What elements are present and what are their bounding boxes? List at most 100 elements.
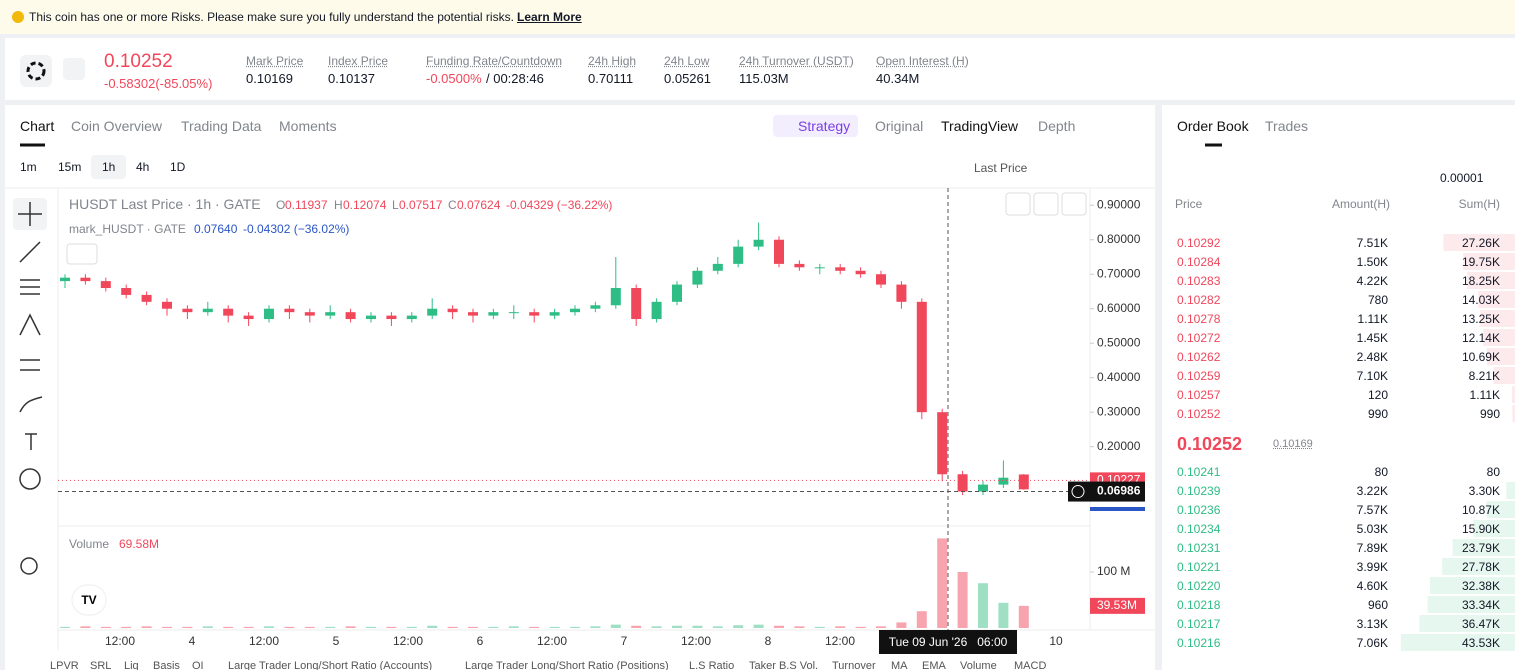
price-change: -0.58302(-85.05%) (104, 76, 213, 91)
indicator-tab[interactable]: LPVR (50, 660, 79, 670)
candle-body (978, 484, 988, 492)
indicator-tab[interactable]: EMA (922, 660, 946, 670)
indicator-tab[interactable]: Taker B.S Vol. (749, 660, 819, 670)
book-amount: 4.60K (1356, 579, 1388, 593)
favorite-button[interactable] (63, 58, 85, 80)
book-price: 0.10241 (1177, 465, 1221, 479)
view-tab[interactable]: TradingView (941, 118, 1019, 134)
volume-bar (774, 625, 784, 628)
indicator-tab[interactable]: Large Trader Long/Short Ratio (Accounts) (228, 660, 433, 670)
candle-body (651, 301, 662, 320)
book-sum: 27.78K (1461, 560, 1500, 574)
depth-bar (1483, 329, 1515, 346)
chart-legend-title: HUSDT Last Price · 1h · GATE (69, 196, 261, 212)
indicator-tab[interactable]: OI (192, 660, 204, 670)
volume-bar (80, 626, 91, 628)
tool-emoji[interactable] (19, 468, 41, 490)
volume-bar (162, 626, 172, 628)
indicator-tab[interactable]: MACD (1014, 660, 1047, 670)
indicator-tab[interactable]: L.S Ratio (689, 660, 735, 670)
view-tab[interactable]: Original (875, 118, 924, 134)
volume-bar (876, 626, 886, 628)
coin-logo (20, 55, 52, 87)
book-price: 0.10284 (1177, 255, 1221, 269)
view-tab[interactable]: Depth (1038, 118, 1076, 134)
book-tab[interactable]: Order Book (1177, 118, 1249, 134)
interval[interactable]: 4h (136, 160, 150, 174)
interval[interactable]: 15m (58, 160, 82, 174)
chart-tab[interactable]: Chart (20, 118, 55, 134)
indicator-tab[interactable]: Large Trader Long/Short Ratio (Positions… (465, 660, 669, 670)
candle-body (590, 305, 601, 309)
candle-body (121, 288, 132, 295)
x-tick-label: 12:00 (105, 634, 135, 648)
x-tick-label: 10 (1049, 634, 1063, 648)
book-amount: 2.48K (1356, 350, 1388, 364)
book-precision[interactable]: 0.00001 (1440, 171, 1484, 185)
chart-tab[interactable]: Moments (279, 118, 337, 134)
chart-button[interactable] (1033, 192, 1059, 216)
candle-body (712, 263, 723, 271)
stat-value: 0.05261 (664, 71, 711, 86)
candle-body (202, 308, 213, 313)
x-tick-label: 12:00 (249, 634, 279, 648)
chart-tab[interactable]: Coin Overview (71, 118, 163, 134)
x-tick-label: 4 (189, 634, 196, 648)
volume-bar (406, 626, 417, 628)
book-price: 0.10252 (1177, 407, 1221, 421)
candle-body (876, 274, 886, 285)
interval[interactable]: 1m (20, 160, 37, 174)
banner-text: This coin has one or more Risks. Please … (29, 10, 514, 24)
book-amount: 1.45K (1356, 331, 1388, 345)
book-amount: 7.10K (1356, 369, 1388, 383)
volume-bar (1018, 605, 1029, 628)
indicator-tab[interactable]: Basis (153, 660, 180, 670)
chart-button[interactable] (1061, 192, 1087, 216)
stat-value: -0.0500% (426, 71, 482, 86)
tool-zoom[interactable] (20, 557, 38, 575)
book-tab[interactable]: Trades (1265, 118, 1309, 134)
book-header: Price (1175, 197, 1203, 211)
candle-body (60, 277, 70, 282)
y-tick-label: 0.80000 (1097, 232, 1141, 246)
candle-body (447, 308, 458, 313)
price-source[interactable]: Last Price (974, 161, 1028, 175)
banner-link[interactable]: Learn More (517, 10, 582, 24)
interval[interactable]: 1D (170, 160, 186, 174)
volume-bar (284, 626, 295, 628)
collapse-legend[interactable] (66, 243, 98, 265)
interval[interactable]: 1h (102, 160, 116, 174)
volume-bar (325, 626, 336, 628)
ohlc-label: O (276, 198, 286, 212)
indicator-tab[interactable]: SRL (90, 660, 112, 670)
book-sum: 36.47K (1461, 617, 1500, 631)
book-amount: 1.11K (1357, 312, 1388, 326)
candle-body (937, 412, 948, 475)
indicator-tab[interactable]: Volume (960, 660, 997, 670)
candle-body (610, 288, 621, 306)
x-tick-label: 6 (477, 634, 484, 648)
crosshair-tag (1068, 481, 1145, 502)
indicator-tab[interactable]: MA (891, 660, 908, 670)
book-sum: 990 (1479, 407, 1500, 421)
mark-legend-change: -0.04302 (−36.02%) (243, 222, 350, 236)
y-tick-label: 0.20000 (1097, 439, 1141, 453)
view-tab[interactable]: Strategy (798, 118, 851, 134)
depth-bar (1493, 367, 1515, 384)
chart-tab[interactable]: Trading Data (181, 118, 262, 134)
indicator-tab[interactable]: Turnover (832, 660, 876, 670)
x-tick-label: 5 (333, 634, 340, 648)
volume-bar (549, 626, 560, 628)
book-sum: 33.34K (1461, 598, 1500, 612)
volume-bar (692, 625, 703, 628)
indicator-tab[interactable]: Liq (124, 660, 139, 670)
candle-body (733, 246, 744, 264)
volume-bar (733, 625, 744, 628)
stat-value: 0.10169 (246, 71, 293, 86)
volume-bar (264, 626, 274, 628)
chart-button[interactable] (1005, 192, 1031, 216)
depth-bar (1427, 596, 1515, 613)
book-amount: 1.50K (1356, 255, 1388, 269)
candle-body (80, 277, 91, 282)
volume-bar (814, 626, 825, 628)
